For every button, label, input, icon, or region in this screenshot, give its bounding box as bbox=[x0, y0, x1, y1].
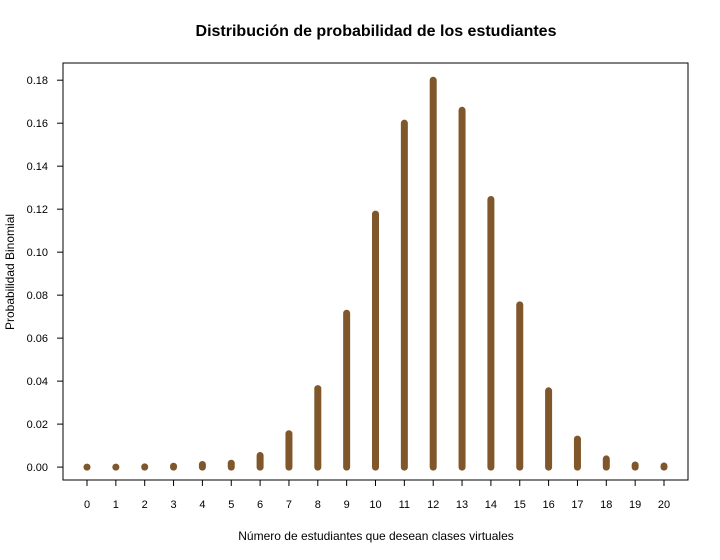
x-ticks-layer: 0 1 2 3 4 5 6 7 8 9 10 11 12 13 14 15 16 17 18 19 20 bbox=[84, 480, 670, 511]
chart-title: Distribución de probabilidad de los estu… bbox=[196, 23, 557, 40]
x-tick-label: 3 bbox=[170, 499, 176, 511]
x-tick-label: 9 bbox=[344, 499, 350, 511]
x-tick-label: 14 bbox=[485, 499, 497, 511]
x-tick-label: 5 bbox=[228, 499, 234, 511]
y-tick-label: 0.10 bbox=[27, 247, 48, 259]
x-tick-label: 8 bbox=[315, 499, 321, 511]
x-tick-label: 15 bbox=[514, 499, 526, 511]
y-tick-label: 0.06 bbox=[27, 333, 48, 345]
bars-layer bbox=[83, 76, 668, 471]
y-tick-label: 0.00 bbox=[27, 462, 48, 474]
x-tick-label: 13 bbox=[456, 499, 468, 511]
x-tick-label: 16 bbox=[542, 499, 554, 511]
y-tick-label: 0.02 bbox=[27, 419, 48, 431]
x-tick-label: 2 bbox=[142, 499, 148, 511]
x-tick-label: 19 bbox=[629, 499, 641, 511]
y-ticks-layer: 0.00 0.02 0.04 0.06 0.08 0.10 0.12 0.14 0.16 0.18 bbox=[27, 75, 63, 474]
y-axis-label: Probabilidad Binomial bbox=[3, 214, 17, 330]
x-tick-label: 10 bbox=[369, 499, 381, 511]
y-tick-label: 0.12 bbox=[27, 204, 48, 216]
y-tick-label: 0.04 bbox=[27, 376, 48, 388]
x-axis-label: Número de estudiantes que desean clases … bbox=[238, 529, 514, 543]
x-tick-label: 20 bbox=[658, 499, 670, 511]
y-tick-label: 0.18 bbox=[27, 75, 48, 87]
x-tick-label: 0 bbox=[84, 499, 90, 511]
x-tick-label: 6 bbox=[257, 499, 263, 511]
x-tick-label: 17 bbox=[571, 499, 583, 511]
x-tick-label: 4 bbox=[199, 499, 205, 511]
x-tick-label: 1 bbox=[113, 499, 119, 511]
x-tick-label: 7 bbox=[286, 499, 292, 511]
x-tick-label: 12 bbox=[427, 499, 439, 511]
x-tick-label: 11 bbox=[399, 499, 410, 511]
y-tick-label: 0.16 bbox=[27, 118, 48, 130]
y-tick-label: 0.14 bbox=[27, 161, 48, 173]
y-tick-label: 0.08 bbox=[27, 290, 48, 302]
x-tick-label: 18 bbox=[600, 499, 612, 511]
